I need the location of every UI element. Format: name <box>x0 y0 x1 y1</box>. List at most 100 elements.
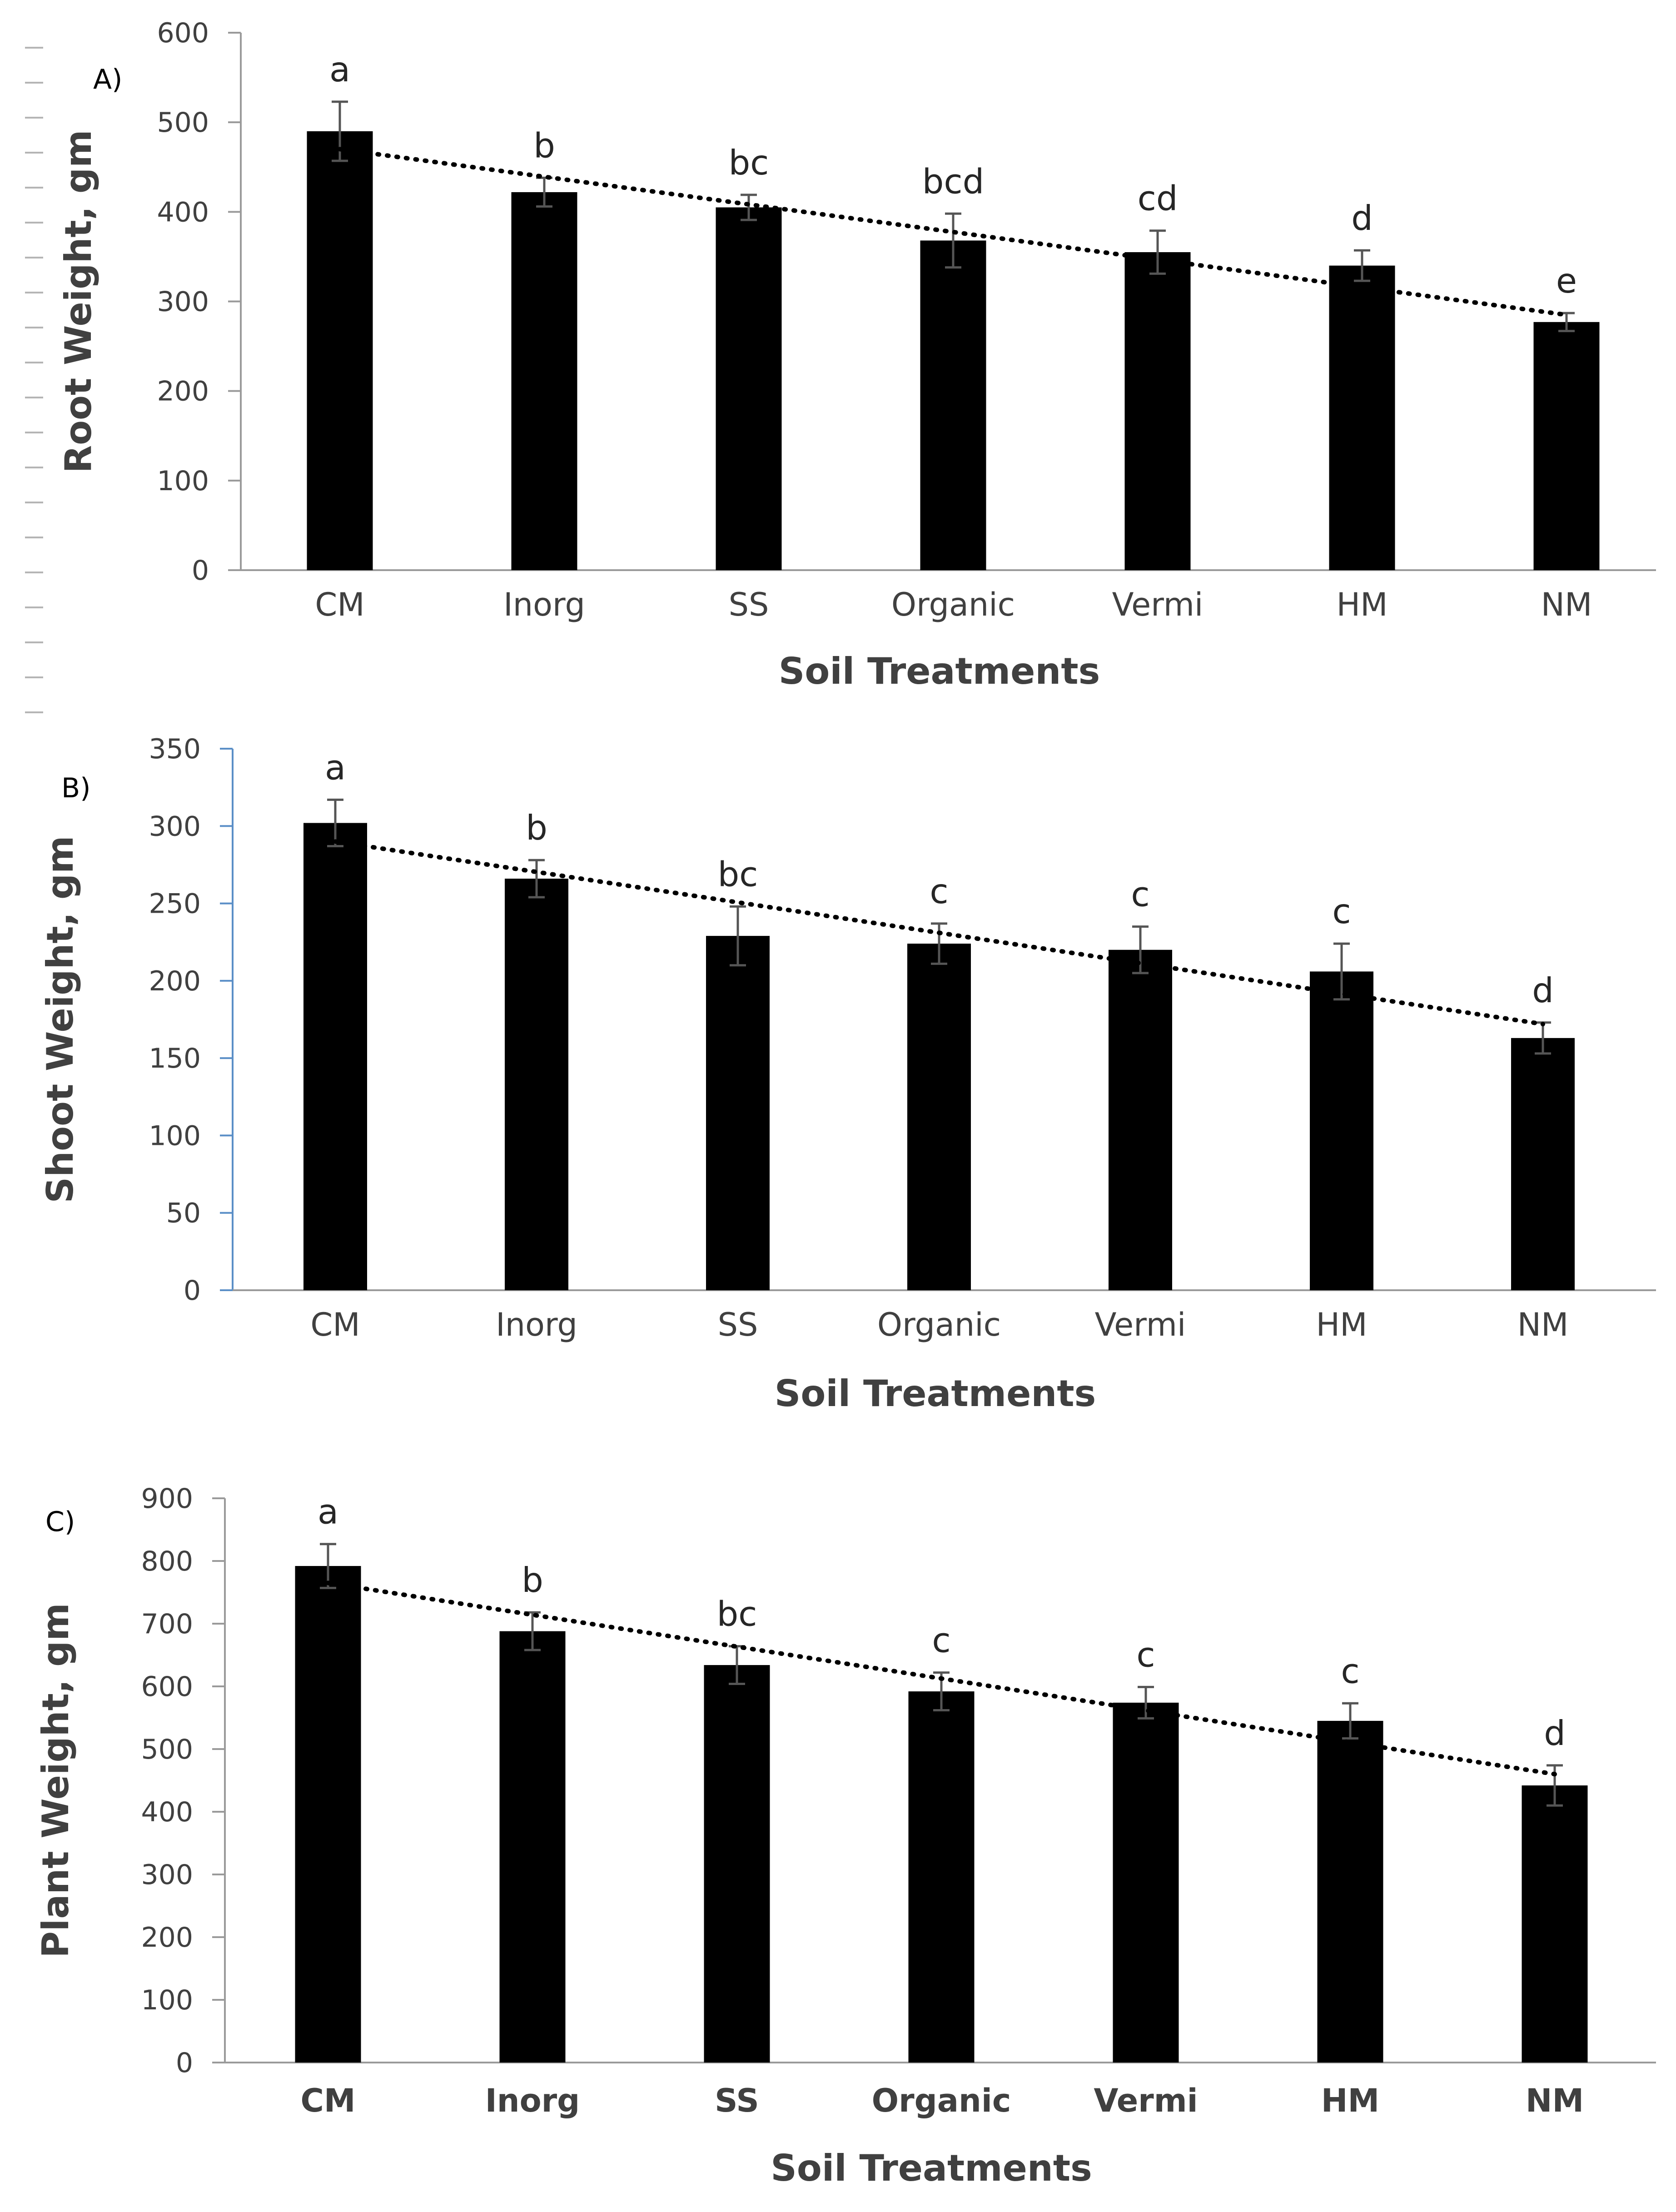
root-x-axis-title: Soil Treatments <box>779 650 1100 692</box>
shoot-significance-letter: bc <box>718 854 758 894</box>
root-bar-vermi <box>1124 252 1191 570</box>
shoot-bar-organic <box>907 944 971 1290</box>
plant-trendline <box>326 1581 1557 1777</box>
root-category-label: SS <box>729 586 769 623</box>
root-category-label: Vermi <box>1112 586 1204 623</box>
shoot-y-tick-label: 150 <box>149 1043 201 1074</box>
plant-bar-cm <box>295 1566 361 2063</box>
plant-y-tick-label: 200 <box>141 1922 193 1954</box>
root-bar-hm <box>1329 265 1395 570</box>
root-bar-ss <box>716 207 782 571</box>
shoot-significance-letter: d <box>1532 970 1554 1010</box>
plant-category-label: NM <box>1526 2082 1584 2119</box>
shoot-significance-letter: c <box>1131 875 1149 915</box>
root-bar-cm <box>307 131 373 571</box>
root-bar-organic <box>920 240 986 570</box>
root-y-tick-label: 200 <box>157 376 209 408</box>
shoot-bar-vermi <box>1109 949 1172 1290</box>
root-y-axis-title: Root Weight, gm <box>57 129 99 473</box>
shoot-trendline <box>333 839 1545 1027</box>
shoot-category-label: NM <box>1517 1306 1569 1343</box>
chart-root-weight: 0 100 200 300 400 500 600 a CM b Inorg bc SS bcd Organ… <box>25 17 1656 713</box>
root-bar-inorg <box>511 192 577 570</box>
plant-category-label: SS <box>715 2082 759 2119</box>
root-y-tick-label: 300 <box>157 286 209 318</box>
plant-significance-letter: c <box>932 1620 950 1660</box>
chart-plant-weight: 0 100 200 300 400 500 600 700 800 900 a CM b Inorg bc S… <box>35 1483 1656 2189</box>
shoot-x-axis-title: Soil Treatments <box>775 1372 1096 1415</box>
plant-y-tick-label: 800 <box>141 1546 193 1577</box>
shoot-panel-label: B) <box>61 772 91 804</box>
plant-category-label: Organic <box>872 2082 1011 2119</box>
shoot-bar-inorg <box>505 879 568 1290</box>
root-y-tick-label: 0 <box>192 555 209 587</box>
plant-bar-nm <box>1522 1785 1588 2063</box>
shoot-significance-letter: c <box>1332 891 1351 931</box>
shoot-bar-hm <box>1310 971 1373 1290</box>
shoot-y-tick-label: 300 <box>149 810 201 842</box>
plant-y-tick-label: 900 <box>141 1483 193 1515</box>
root-y-tick-label: 400 <box>157 196 209 228</box>
shoot-significance-letter: c <box>930 871 948 911</box>
root-category-label: NM <box>1541 586 1592 623</box>
root-significance-letter: e <box>1556 261 1577 301</box>
root-category-label: CM <box>315 586 364 623</box>
plant-bar-hm <box>1317 1720 1383 2063</box>
plant-significance-letter: c <box>1341 1651 1359 1691</box>
shoot-y-axis-title: Shoot Weight, gm <box>39 836 81 1203</box>
root-panel-label: A) <box>93 64 122 95</box>
root-category-label: Organic <box>891 586 1015 623</box>
root-significance-letter: d <box>1351 198 1373 238</box>
plant-y-tick-label: 400 <box>141 1796 193 1828</box>
shoot-category-label: CM <box>310 1306 360 1343</box>
shoot-category-label: Vermi <box>1095 1306 1186 1343</box>
plant-y-tick-label: 700 <box>141 1608 193 1640</box>
plant-panel-label: C) <box>45 1506 75 1538</box>
shoot-significance-letter: b <box>526 808 547 848</box>
shoot-category-label: HM <box>1316 1306 1367 1343</box>
shoot-y-tick-label: 250 <box>149 888 201 920</box>
plant-significance-letter: bc <box>717 1594 757 1634</box>
plant-category-label: Vermi <box>1094 2082 1198 2119</box>
chart-shoot-weight: 0 50 100 150 200 250 300 350 a CM b Inorg bc SS c Organ… <box>39 733 1656 1415</box>
plant-y-tick-label: 600 <box>141 1671 193 1703</box>
shoot-category-label: Inorg <box>496 1306 577 1343</box>
plant-significance-letter: d <box>1544 1713 1566 1753</box>
shoot-y-tick-label: 0 <box>184 1275 201 1307</box>
shoot-y-tick-label: 350 <box>149 733 201 765</box>
plant-category-label: CM <box>300 2082 355 2119</box>
plant-bar-ss <box>704 1665 770 2063</box>
plant-bar-vermi <box>1113 1702 1179 2063</box>
plant-y-tick-label: 0 <box>176 2047 193 2079</box>
plant-significance-letter: b <box>522 1560 543 1600</box>
root-significance-letter: b <box>533 125 555 165</box>
root-category-label: Inorg <box>503 586 585 623</box>
plant-y-tick-label: 300 <box>141 1859 193 1891</box>
root-significance-letter: a <box>329 50 350 89</box>
shoot-category-label: SS <box>718 1306 758 1343</box>
root-significance-letter: bcd <box>922 161 984 201</box>
shoot-bar-ss <box>706 936 770 1290</box>
root-significance-letter: bc <box>729 143 769 183</box>
root-y-tick-label: 500 <box>157 107 209 139</box>
shoot-y-tick-label: 50 <box>166 1198 201 1229</box>
root-significance-letter: cd <box>1138 179 1178 219</box>
plant-y-tick-label: 100 <box>141 1984 193 2016</box>
root-category-label: HM <box>1336 586 1388 623</box>
plant-category-label: HM <box>1321 2082 1379 2119</box>
shoot-category-label: Organic <box>877 1306 1001 1343</box>
shoot-bar-cm <box>303 823 367 1290</box>
plant-x-axis-title: Soil Treatments <box>771 2147 1092 2189</box>
plant-y-axis-title: Plant Weight, gm <box>35 1603 77 1958</box>
shoot-significance-letter: a <box>325 747 346 787</box>
plant-significance-letter: c <box>1136 1635 1155 1675</box>
plant-significance-letter: a <box>318 1492 338 1532</box>
root-trendline <box>338 147 1569 318</box>
root-y-tick-label: 600 <box>157 17 209 49</box>
plant-bar-inorg <box>499 1631 566 2063</box>
plant-bar-organic <box>908 1691 975 2063</box>
plant-y-tick-label: 500 <box>141 1734 193 1765</box>
root-y-tick-label: 100 <box>157 465 209 497</box>
shoot-y-tick-label: 200 <box>149 965 201 997</box>
